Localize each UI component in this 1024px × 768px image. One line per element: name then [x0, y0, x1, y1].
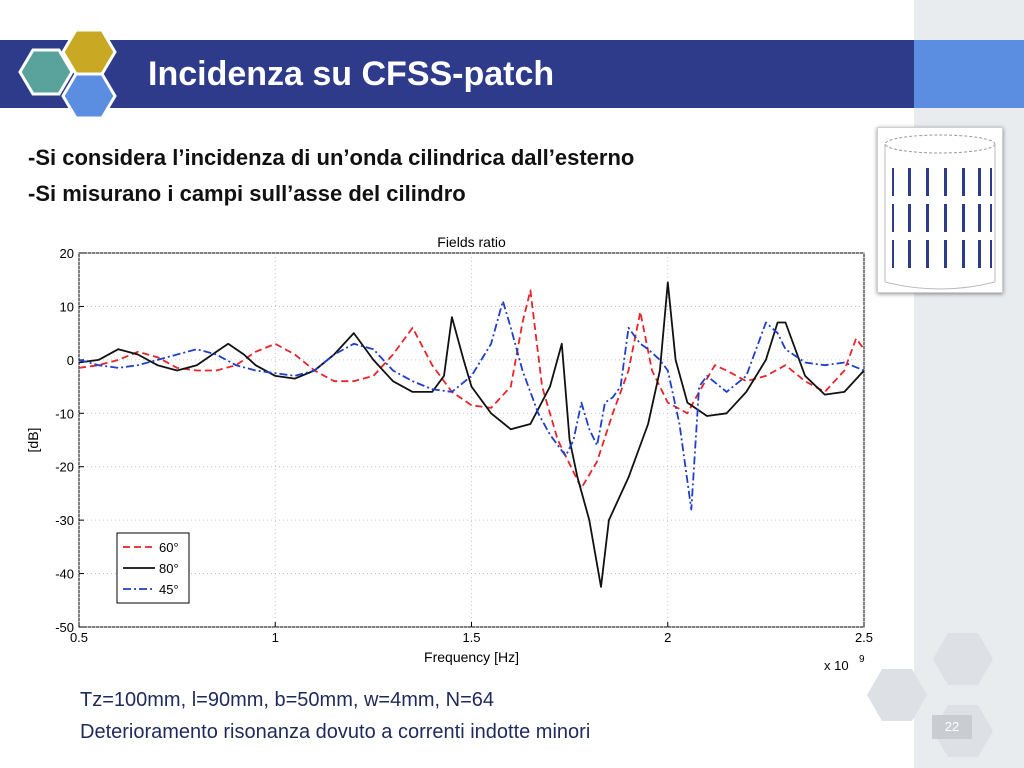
patch-strip — [944, 168, 947, 196]
bullet-item: -Si misurano i campi sull’asse del cilin… — [28, 181, 466, 206]
patch-strip — [892, 204, 894, 232]
y-tick-label: -10 — [55, 406, 74, 421]
patch-strip — [892, 168, 894, 196]
y-tick-label: 0 — [67, 353, 74, 368]
x-axis-label: Frequency [Hz] — [424, 649, 519, 665]
patch-strip — [926, 240, 929, 268]
y-tick-label: -30 — [55, 513, 74, 528]
patch-strip — [944, 240, 947, 268]
patch-strip — [978, 240, 981, 268]
y-tick-label: -20 — [55, 460, 74, 475]
patch-strip — [962, 240, 965, 268]
series-line-1 — [78, 289, 865, 490]
parameter-note: Tz=100mm, l=90mm, b=50mm, w=4mm, N=64 — [80, 689, 495, 711]
bullet-list: -Si considera l’incidenza di un’onda cil… — [28, 140, 888, 212]
patch-strip — [962, 168, 965, 196]
y-axis-label: [dB] — [25, 428, 41, 453]
patch-strip — [962, 204, 965, 232]
series-line-2 — [78, 281, 865, 588]
y-tick-label: -50 — [55, 620, 74, 635]
y-tick-label: 20 — [60, 246, 74, 261]
patch-strip — [990, 168, 992, 196]
y-tick-label: 10 — [60, 299, 74, 314]
parameter-note: Deterioramento risonanza dovuto a corren… — [80, 721, 591, 743]
chart-title: Fields ratio — [437, 234, 506, 250]
bullet-item: -Si considera l’incidenza di un’onda cil… — [28, 145, 635, 170]
patch-strip — [944, 204, 947, 232]
legend-label: 60° — [159, 540, 179, 555]
patch-strip — [926, 168, 929, 196]
cylinder-patch-image — [877, 127, 1003, 293]
patch-strip — [908, 240, 911, 268]
patch-strip — [978, 168, 981, 196]
legend-label: 80° — [159, 561, 179, 576]
patch-strip — [978, 204, 981, 232]
patch-strip — [892, 240, 894, 268]
y-tick-label: -40 — [55, 567, 74, 582]
patch-strip — [926, 204, 929, 232]
plot-area — [78, 252, 865, 628]
x-multiplier-exponent: 9 — [859, 654, 865, 665]
legend-label: 45° — [159, 582, 179, 597]
slide-number: 22 — [932, 715, 972, 739]
parameter-notes: Tz=100mm, l=90mm, b=50mm, w=4mm, N=64 De… — [80, 684, 840, 748]
page-title: Incidenza su CFSS-patch — [148, 55, 555, 93]
x-tick-label: 1 — [272, 630, 279, 645]
x-tick-label: 0.5 — [70, 630, 88, 645]
patch-strip — [908, 204, 911, 232]
patch-strip — [990, 204, 992, 232]
title-bar — [0, 40, 914, 108]
hexagon-logo-icon — [18, 28, 117, 120]
patch-strip — [990, 240, 992, 268]
x-tick-label: 2.5 — [855, 630, 873, 645]
x-tick-label: 2 — [664, 630, 671, 645]
hexagon-decoration-icon — [867, 633, 993, 757]
x-tick-label: 1.5 — [462, 630, 480, 645]
x-multiplier-label: x 10 — [824, 658, 849, 673]
patch-strip — [908, 168, 911, 196]
series-line-3 — [78, 300, 865, 511]
cylinder-icon — [884, 134, 996, 290]
fields-ratio-chart: 0.5 1 1.5 2 2.5 -50 -40 -30 -20 -10 0 10 20 Fields ra… — [25, 234, 873, 673]
title-bar-accent — [914, 40, 1024, 108]
